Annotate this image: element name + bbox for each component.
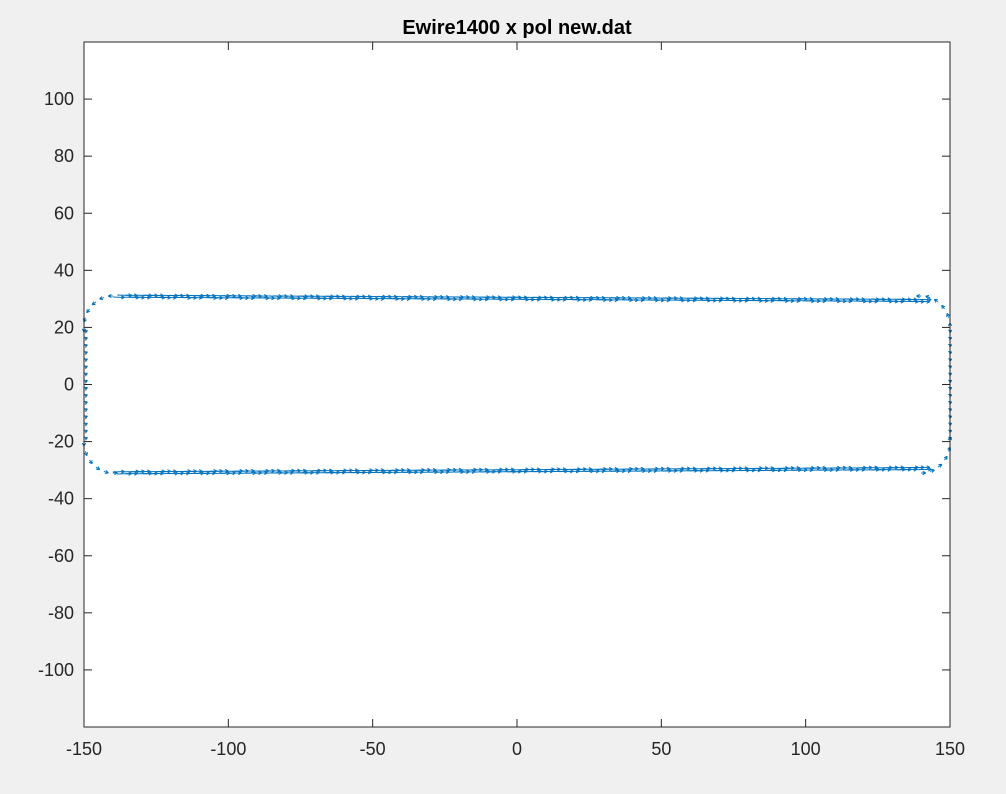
quiver-arrow-edge: [83, 415, 88, 420]
quiver-arrow: [918, 465, 931, 470]
quiver-arrow-corner: [103, 469, 109, 475]
x-tick-label: -100: [210, 739, 246, 759]
quiver-arrow-edge: [83, 344, 88, 348]
quiver-arrow-corner: [916, 293, 922, 299]
x-tick-label: 50: [651, 739, 671, 759]
quiver-arrow-corner: [108, 293, 113, 299]
quiver-arrow-corner: [83, 451, 88, 456]
quiver-arrow-corner: [88, 459, 93, 465]
y-tick-label: 80: [54, 146, 74, 166]
quiver-arrow-edge: [83, 393, 88, 398]
x-tick-label: 0: [512, 739, 522, 759]
x-tick-label: -150: [66, 739, 102, 759]
quiver-arrow-corner: [921, 470, 926, 476]
y-tick-label: -40: [48, 489, 74, 509]
quiver-arrow-corner: [99, 296, 105, 301]
quiver-arrow-corner: [86, 308, 91, 314]
y-axis-ticks: 100 80 60 40 20 0 -20 -40 -60 -80 -100: [38, 89, 950, 680]
quiver-arrow-corner: [112, 470, 118, 476]
quiver-arrow-edge: [83, 379, 88, 384]
quiver-arrow-edge: [83, 429, 88, 434]
quiver-arrow-corner: [946, 313, 951, 318]
quiver-arrow-edge: [83, 408, 88, 413]
chart-title: Ewire1400 x pol new.dat: [402, 17, 632, 39]
y-tick-label: 40: [54, 260, 74, 280]
quiver-arrow-corner: [95, 466, 101, 471]
quiver-arrow-edge: [83, 351, 88, 356]
quiver-arrow-corner: [925, 294, 931, 300]
quiver-arrow-corner: [943, 455, 948, 461]
y-tick-label: 100: [44, 89, 74, 109]
quiver-arrow-edge: [83, 336, 88, 341]
quiver-arrow-edge: [83, 401, 88, 405]
quiver-arrow-edge: [83, 386, 88, 391]
axes-background: [84, 42, 950, 727]
x-tick-label: 100: [791, 739, 821, 759]
y-tick-label: -60: [48, 546, 74, 566]
quiver-arrow-corner: [941, 304, 946, 310]
quiver-arrow-edge: [83, 422, 88, 427]
quiver-arrow-corner: [91, 301, 97, 306]
x-tick-label: 150: [935, 739, 965, 759]
y-tick-label: 60: [54, 203, 74, 223]
x-axis-ticks: -150 -100 -50 0 50 100 150: [66, 42, 965, 759]
quiver-arrow-edge: [83, 329, 88, 334]
quiver-arrow-edge: [83, 358, 88, 363]
quiver-arrow-corner: [929, 468, 935, 473]
quiver-arrow-corner: [933, 298, 939, 303]
quiver-arrow-edge: [83, 436, 88, 441]
quiver-arrow: [918, 299, 931, 304]
y-tick-label: 20: [54, 317, 74, 337]
x-tick-label: -50: [360, 739, 386, 759]
y-tick-label: -80: [48, 603, 74, 623]
y-tick-label: 0: [64, 375, 74, 395]
y-tick-label: -20: [48, 432, 74, 452]
quiver-arrow-edge: [83, 365, 88, 370]
quiver-arrow-corner: [937, 463, 943, 468]
quiver-arrow-edge: [83, 372, 88, 377]
y-tick-label: -100: [38, 660, 74, 680]
